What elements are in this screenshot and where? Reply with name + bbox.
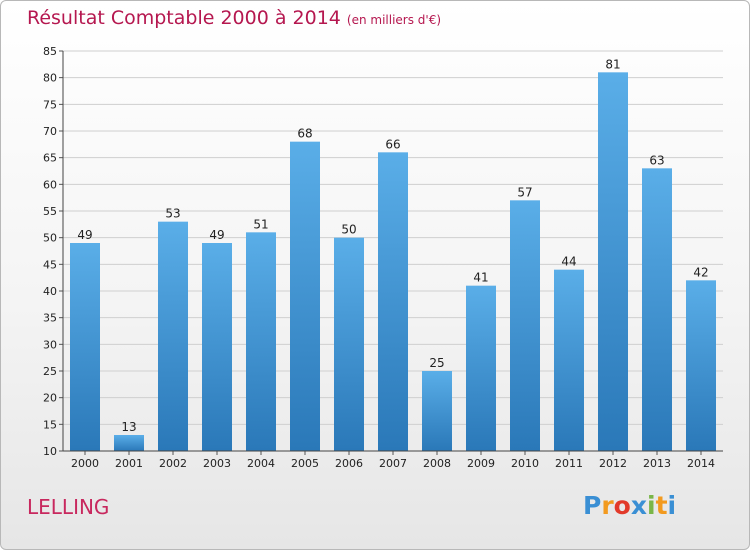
x-tick-label-2013: 2013	[643, 457, 671, 470]
y-tick-label: 55	[43, 205, 57, 218]
value-label-2009: 41	[473, 271, 488, 285]
x-tick-label-2011: 2011	[555, 457, 583, 470]
y-tick-label: 50	[43, 232, 57, 245]
value-label-2005: 68	[297, 127, 312, 141]
value-label-2001: 13	[121, 420, 136, 434]
x-tick-label-2005: 2005	[291, 457, 319, 470]
y-tick-label: 60	[43, 178, 57, 191]
y-tick-label: 15	[43, 418, 57, 431]
x-tick-label-2014: 2014	[687, 457, 715, 470]
bar-2001	[114, 435, 144, 451]
bar-2011	[554, 269, 584, 451]
bar-2013	[642, 168, 672, 452]
x-tick-label-2009: 2009	[467, 457, 495, 470]
y-axis-ticks: 10 15 20 25 30 35 40 45 50 55 60 65 70 75 80 85	[43, 45, 63, 458]
chart-title: Résultat Comptable 2000 à 2014 (en millie…	[27, 7, 441, 29]
x-tick-label-2004: 2004	[247, 457, 275, 470]
bar-2012	[598, 72, 628, 451]
y-tick-label: 40	[43, 285, 57, 298]
value-label-2007: 66	[385, 137, 400, 151]
bar-2004	[246, 232, 276, 451]
town-name: LELLING	[27, 495, 110, 519]
proxiti-logo: Proxiti	[583, 491, 676, 520]
bar-2000	[70, 243, 100, 451]
bar-2006	[334, 237, 364, 451]
logo-letter: i	[667, 491, 677, 520]
x-tick-label-2007: 2007	[379, 457, 407, 470]
chart-title-text: Résultat Comptable 2000 à 2014	[27, 7, 341, 29]
x-tick-label-2010: 2010	[511, 457, 539, 470]
bar-2008	[422, 371, 452, 451]
logo-letter: o	[613, 491, 631, 520]
x-tick-label-2012: 2012	[599, 457, 627, 470]
y-tick-label: 25	[43, 365, 57, 378]
y-tick-label: 70	[43, 125, 57, 138]
value-labels: 49 13 53 49 51 68 50 66 25 41 57 44 81 63 42	[77, 57, 708, 434]
chart-subtitle: (en milliers d'€)	[346, 13, 442, 27]
logo-letter: i	[647, 491, 656, 520]
value-label-2008: 25	[429, 356, 444, 370]
y-tick-label: 45	[43, 258, 57, 271]
y-tick-label: 20	[43, 392, 57, 405]
bar-2003	[202, 243, 232, 451]
logo-letter: x	[630, 491, 647, 520]
value-label-2000: 49	[77, 228, 92, 242]
value-label-2010: 57	[517, 185, 532, 199]
x-tick-label-2001: 2001	[115, 457, 143, 470]
x-tick-label-2006: 2006	[335, 457, 363, 470]
bar-2010	[510, 200, 540, 451]
bar-2009	[466, 285, 496, 451]
logo-letter: P	[583, 491, 602, 520]
value-label-2006: 50	[341, 223, 356, 237]
y-tick-label: 75	[43, 98, 57, 111]
value-label-2002: 53	[165, 207, 180, 221]
x-axis-ticks: 2000 2001 2002 2003 2004 2005 2006 2007 2008 2009…	[71, 451, 715, 470]
value-label-2014: 42	[693, 265, 708, 279]
y-tick-label: 65	[43, 152, 57, 165]
y-tick-label: 10	[43, 445, 57, 458]
value-label-2013: 63	[649, 153, 664, 167]
value-label-2004: 51	[253, 217, 268, 231]
x-tick-label-2002: 2002	[159, 457, 187, 470]
logo-letter: r	[601, 491, 614, 520]
bars	[70, 72, 716, 452]
y-tick-label: 85	[43, 45, 57, 58]
value-label-2012: 81	[605, 57, 620, 71]
bar-2005	[290, 141, 320, 451]
bar-2007	[378, 152, 408, 452]
x-tick-label-2008: 2008	[423, 457, 451, 470]
x-tick-label-2003: 2003	[203, 457, 231, 470]
value-label-2003: 49	[209, 228, 224, 242]
bar-2002	[158, 221, 188, 451]
y-tick-label: 80	[43, 72, 57, 85]
y-tick-label: 30	[43, 338, 57, 351]
value-label-2011: 44	[561, 255, 576, 269]
bar-2014	[686, 280, 716, 451]
y-tick-label: 35	[43, 312, 57, 325]
logo-letter: t	[655, 491, 668, 520]
x-tick-label-2000: 2000	[71, 457, 99, 470]
